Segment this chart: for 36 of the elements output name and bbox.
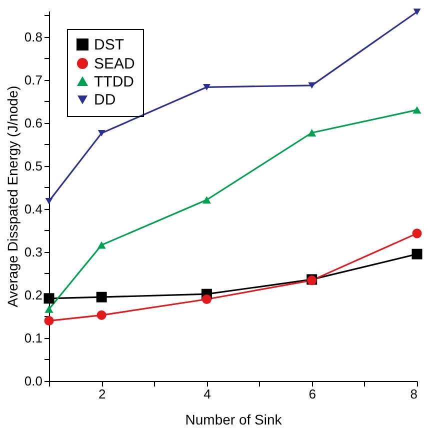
x-tick-label: 8 [410,386,418,402]
point [96,310,106,320]
y-axis-title: Average Disspated Energy (J/node) [4,86,20,308]
point [203,84,210,90]
y-tick-label: 0.0 [24,374,42,388]
y-tick-label: 0.7 [24,72,42,88]
point [412,228,422,238]
point [412,248,422,260]
point [97,241,106,249]
point [412,106,422,114]
point [44,316,54,326]
y-tick-label: 0.1 [24,330,42,346]
point [413,8,421,16]
legend-label: DD [94,92,116,108]
point [45,198,53,204]
point [308,82,316,89]
x-tick-label: 4 [204,386,211,402]
point [98,130,106,136]
x-axis-title: Number of Sink [185,412,283,428]
point [44,305,54,313]
legend-label: SEAD [94,56,136,72]
point [202,196,211,204]
point [308,129,316,136]
legend-label: TTDD [94,74,134,90]
x-tick-label: 6 [308,386,316,402]
point [202,294,212,304]
y-tick-label: 0.2 [24,287,42,302]
point [44,293,54,304]
y-tick-label: 0.4 [24,201,42,216]
y-tick-label: 0.3 [24,244,42,260]
x-tick-label: 2 [98,386,106,402]
y-tick-label: 0.5 [24,158,42,174]
legend-label: DST [94,36,124,54]
point [96,292,107,302]
y-tick-label: 0.6 [24,115,42,130]
y-tick-label: 0.8 [24,29,42,44]
